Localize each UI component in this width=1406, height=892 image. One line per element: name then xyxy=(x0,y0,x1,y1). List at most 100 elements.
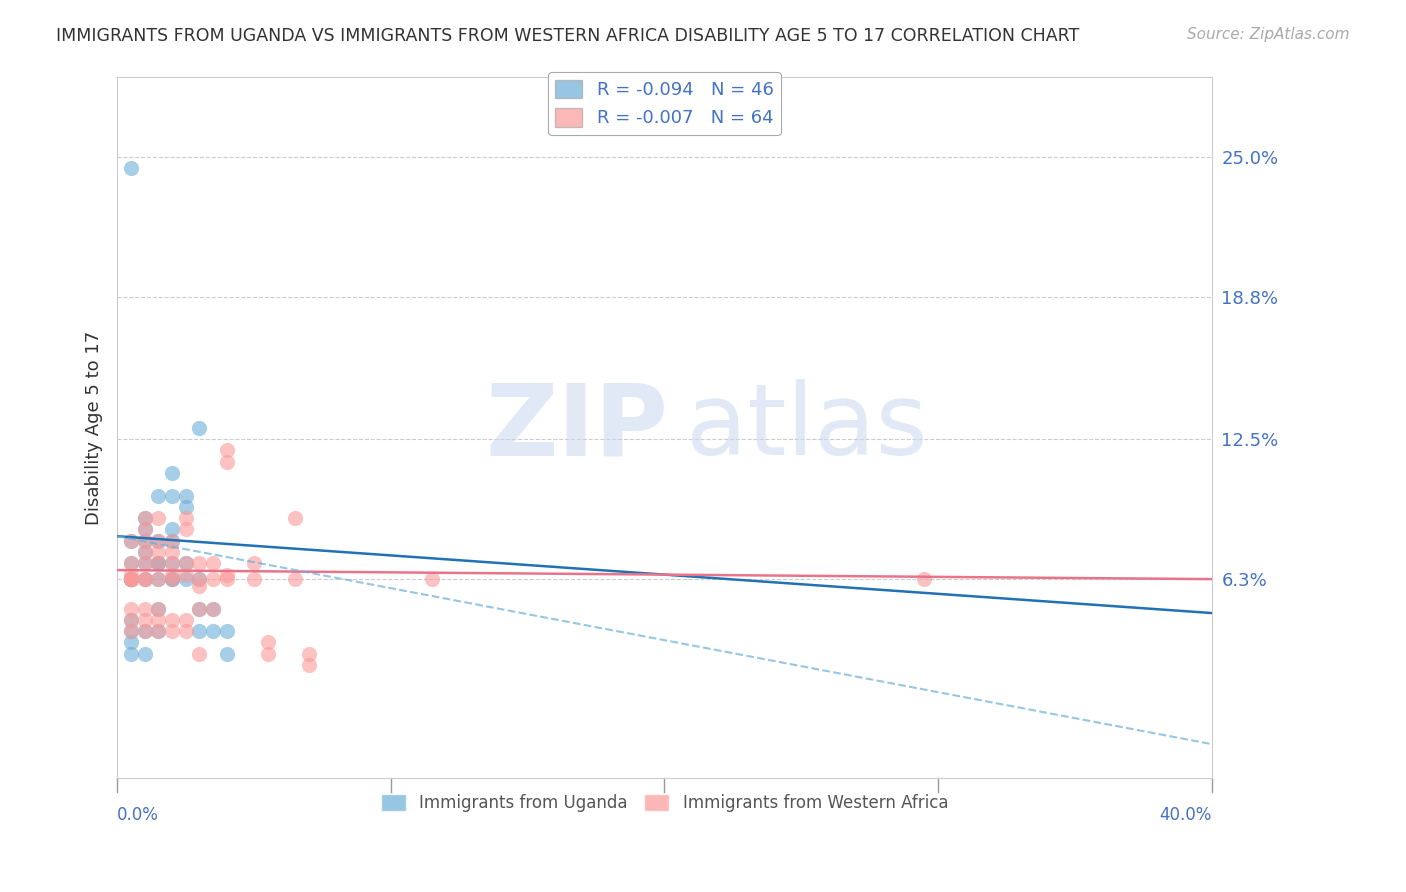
Point xyxy=(120,572,142,586)
Point xyxy=(134,533,156,548)
Point xyxy=(134,523,156,537)
Point xyxy=(120,572,142,586)
Text: Source: ZipAtlas.com: Source: ZipAtlas.com xyxy=(1187,27,1350,42)
Text: 40.0%: 40.0% xyxy=(1159,806,1212,824)
Point xyxy=(120,624,142,639)
Point xyxy=(188,557,211,571)
Point xyxy=(160,523,183,537)
Text: IMMIGRANTS FROM UGANDA VS IMMIGRANTS FROM WESTERN AFRICA DISABILITY AGE 5 TO 17 : IMMIGRANTS FROM UGANDA VS IMMIGRANTS FRO… xyxy=(56,27,1080,45)
Point xyxy=(148,613,170,627)
Point xyxy=(148,601,170,615)
Point xyxy=(120,572,142,586)
Point xyxy=(188,647,211,661)
Point xyxy=(134,545,156,559)
Point xyxy=(284,572,307,586)
Point xyxy=(120,572,142,586)
Point xyxy=(148,545,170,559)
Point xyxy=(134,624,156,639)
Point xyxy=(148,533,170,548)
Point xyxy=(298,647,321,661)
Point xyxy=(160,624,183,639)
Y-axis label: Disability Age 5 to 17: Disability Age 5 to 17 xyxy=(86,331,103,524)
Point xyxy=(160,572,183,586)
Point xyxy=(160,557,183,571)
Point xyxy=(256,647,278,661)
Point xyxy=(120,533,142,548)
Point xyxy=(284,511,307,525)
Point xyxy=(174,500,197,514)
Point xyxy=(120,572,142,586)
Point xyxy=(134,511,156,525)
Point xyxy=(160,489,183,503)
Point xyxy=(188,421,211,435)
Point xyxy=(174,567,197,582)
Point xyxy=(188,572,211,586)
Point xyxy=(120,557,142,571)
Point xyxy=(188,601,211,615)
Point xyxy=(120,613,142,627)
Point xyxy=(120,572,142,586)
Point xyxy=(134,545,156,559)
Point xyxy=(134,511,156,525)
Point xyxy=(120,647,142,661)
Point xyxy=(174,523,197,537)
Point xyxy=(120,624,142,639)
Text: atlas: atlas xyxy=(686,379,928,476)
Point xyxy=(134,601,156,615)
Point xyxy=(174,557,197,571)
Point xyxy=(148,557,170,571)
Point xyxy=(201,572,224,586)
Point xyxy=(148,557,170,571)
Point xyxy=(148,572,170,586)
Point xyxy=(160,567,183,582)
Point xyxy=(120,572,142,586)
Point xyxy=(120,572,142,586)
Point xyxy=(134,572,156,586)
Point xyxy=(134,523,156,537)
Point xyxy=(174,572,197,586)
Point xyxy=(243,572,266,586)
Point xyxy=(120,635,142,649)
Point xyxy=(174,624,197,639)
Legend: Immigrants from Uganda, Immigrants from Western Africa: Immigrants from Uganda, Immigrants from … xyxy=(374,788,955,819)
Point xyxy=(215,443,238,458)
Point xyxy=(148,533,170,548)
Point xyxy=(160,613,183,627)
Point xyxy=(134,533,156,548)
Point xyxy=(188,624,211,639)
Point xyxy=(188,572,211,586)
Point xyxy=(120,601,142,615)
Point xyxy=(160,545,183,559)
Point xyxy=(120,572,142,586)
Point xyxy=(188,601,211,615)
Point xyxy=(160,533,183,548)
Point xyxy=(134,557,156,571)
Point xyxy=(120,533,142,548)
Point xyxy=(148,624,170,639)
Text: ZIP: ZIP xyxy=(485,379,668,476)
Point xyxy=(148,624,170,639)
Point xyxy=(174,557,197,571)
Point xyxy=(215,647,238,661)
Point xyxy=(160,533,183,548)
Point xyxy=(243,557,266,571)
Point xyxy=(201,601,224,615)
Point xyxy=(134,572,156,586)
Point xyxy=(201,601,224,615)
Point xyxy=(148,511,170,525)
Point xyxy=(120,161,142,175)
Point xyxy=(160,466,183,480)
Point xyxy=(120,567,142,582)
Point xyxy=(120,572,142,586)
Point xyxy=(134,647,156,661)
Point xyxy=(188,579,211,593)
Point xyxy=(256,635,278,649)
Point xyxy=(160,557,183,571)
Point xyxy=(148,601,170,615)
Point xyxy=(160,572,183,586)
Point xyxy=(174,489,197,503)
Point xyxy=(120,613,142,627)
Point xyxy=(174,613,197,627)
Point xyxy=(201,624,224,639)
Point xyxy=(215,455,238,469)
